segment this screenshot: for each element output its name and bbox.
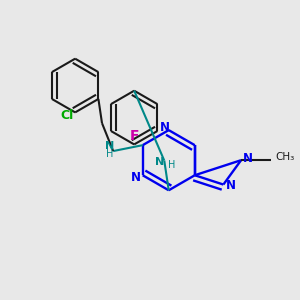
Text: N: N [131,171,141,184]
Text: CH₃: CH₃ [275,152,295,162]
Text: N: N [105,141,115,151]
Text: N: N [242,152,253,165]
Text: H: H [106,149,114,159]
Text: H: H [168,160,176,170]
Text: N: N [226,179,236,192]
Text: Cl: Cl [60,109,73,122]
Text: N: N [159,122,170,134]
Text: F: F [129,129,139,143]
Text: N: N [155,157,165,166]
